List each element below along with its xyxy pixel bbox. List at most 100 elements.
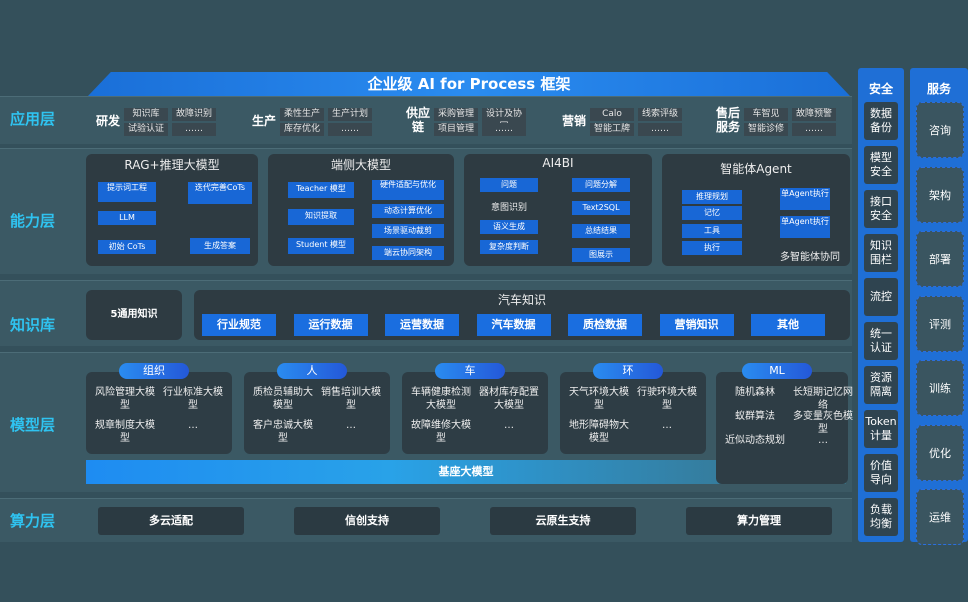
model-item: … xyxy=(188,420,198,431)
model-group-tag: 车 xyxy=(435,363,505,379)
model-item: … xyxy=(818,435,828,446)
model-item: 多变量灰色模型 xyxy=(793,411,853,435)
app-chip: 知识库 xyxy=(124,108,168,121)
box: 提示词工程 xyxy=(98,182,156,202)
edge-card: 端侧大模型 Teacher 模型 知识提取 Student 模型 硬件适配与优化… xyxy=(268,154,454,266)
label: 多智能体协同 xyxy=(780,252,840,263)
ai4bi-card: AI4BI 问题 意图识别 语义生成 复杂度判断 问题分解 Text2SQL 总… xyxy=(464,154,652,266)
box: 知识提取 xyxy=(288,209,354,225)
box: Text2SQL xyxy=(572,201,630,215)
app-chip: 库存优化 xyxy=(280,123,324,136)
service-item: 运维 xyxy=(916,489,964,545)
model-item: 器材库存配置大模型 xyxy=(479,387,539,411)
app-chip: 试验认证 xyxy=(124,123,168,136)
box: 场景驱动裁剪 xyxy=(372,224,444,238)
model-item: 质检员辅助大模型 xyxy=(253,387,313,411)
app-chip: 智能工牌 xyxy=(590,123,634,136)
rag-card: RAG+推理大模型 提示词工程 LLM 初始 CoTs 迭代完善CoTs 生成答… xyxy=(86,154,258,266)
app-chip: 故障预警 xyxy=(792,108,836,121)
column-title: 服务 xyxy=(926,82,951,96)
knowledge-item: 汽车数据 xyxy=(476,314,551,336)
card-title: RAG+推理大模型 xyxy=(124,158,220,172)
box: 记忆 xyxy=(682,206,742,220)
knowledge-item: 运行数据 xyxy=(293,314,368,336)
knowledge-item: 营销知识 xyxy=(659,314,734,336)
compute-item: 云原生支持 xyxy=(490,507,636,535)
model-item: … xyxy=(346,420,356,431)
model-item: 规章制度大模型 xyxy=(95,420,155,444)
service-item: 部署 xyxy=(916,231,964,287)
security-item: 资源隔离 xyxy=(864,366,898,404)
app-domain-label: 售后服务 xyxy=(715,106,740,134)
app-domain-label: 研发 xyxy=(95,114,120,128)
security-item: 模型安全 xyxy=(864,146,898,184)
app-chip: 项目管理 xyxy=(434,123,478,136)
service-item: 评测 xyxy=(916,295,964,352)
knowledge-item: 其他 xyxy=(751,314,825,336)
app-chip: …… xyxy=(482,123,526,136)
app-domain-label: 营销 xyxy=(561,114,586,128)
card-title: 汽车知识 xyxy=(497,293,546,307)
model-item: 近似动态规划 xyxy=(725,435,785,446)
model-item: … xyxy=(504,420,514,431)
model-item: 长短期记忆网络 xyxy=(793,387,853,411)
model-group-card xyxy=(402,372,548,454)
compute-item: 多云适配 xyxy=(98,507,244,535)
box: 推理规划 xyxy=(682,190,742,204)
security-item: 接口安全 xyxy=(864,190,898,228)
box: Student 模型 xyxy=(288,238,354,254)
layer-label-capability: 能力层 xyxy=(10,212,56,230)
app-chip: 线索评级 xyxy=(638,108,682,121)
knowledge-item: 质检数据 xyxy=(568,314,642,336)
security-item: 价值导向 xyxy=(864,454,898,492)
label: 意图识别 xyxy=(490,203,527,213)
knowledge-item: 运营数据 xyxy=(385,314,459,336)
model-item: 行驶环境大模型 xyxy=(637,387,697,411)
compute-item: 算力管理 xyxy=(686,507,832,535)
app-chip: …… xyxy=(638,123,682,136)
app-chip: 生产计划 xyxy=(328,108,372,121)
box: 动态计算优化 xyxy=(372,204,444,218)
model-item: … xyxy=(662,420,672,431)
box: 生成答案 xyxy=(190,238,250,254)
page-title: 企业级 AI for Process 框架 xyxy=(88,72,850,96)
model-item: 蚁群算法 xyxy=(735,411,775,422)
model-item: 地形障碍物大模型 xyxy=(569,420,629,444)
layer-label-compute: 算力层 xyxy=(10,512,56,530)
security-item: Token计量 xyxy=(864,410,898,448)
app-chip: …… xyxy=(328,123,372,136)
model-item: 天气环境大模型 xyxy=(569,387,629,411)
model-item: 行业标准大模型 xyxy=(163,387,223,411)
box: 硬件适配与优化 xyxy=(372,180,444,200)
service-item: 训练 xyxy=(916,360,964,416)
box: LLM xyxy=(98,211,156,225)
model-group-card xyxy=(86,372,232,454)
app-domain-label: 供应链 xyxy=(405,106,430,134)
general-knowledge: 5通用知识 xyxy=(86,290,182,340)
app-chip: 智能诊修 xyxy=(744,123,788,136)
model-item: 风险管理大模型 xyxy=(95,387,155,411)
security-item: 知识围栏 xyxy=(864,234,898,272)
model-item: 故障维修大模型 xyxy=(411,420,471,444)
box: 初始 CoTs xyxy=(98,240,156,254)
box: 复杂度判断 xyxy=(480,240,538,254)
layer-label-model: 模型层 xyxy=(10,416,56,434)
service-item: 架构 xyxy=(916,166,964,223)
box: 语义生成 xyxy=(480,220,538,234)
app-chip: Calo xyxy=(590,108,634,121)
security-item: 数据备份 xyxy=(864,102,898,140)
box: 总结结果 xyxy=(572,224,630,238)
app-chip: 故障识别 xyxy=(172,108,216,121)
model-group-card xyxy=(244,372,390,454)
app-chip: …… xyxy=(172,123,216,136)
box: 单Agent执行 xyxy=(780,216,830,238)
model-item: 销售培训大模型 xyxy=(321,387,381,411)
layer-label-app: 应用层 xyxy=(10,110,56,128)
box: 工具 xyxy=(682,224,742,238)
box: 迭代完善CoTs xyxy=(188,182,252,204)
agent-card: 智能体Agent 推理规划 记忆 工具 执行 单Agent执行 单Agent执行… xyxy=(662,154,850,266)
model-group-card xyxy=(716,372,848,484)
card-title: 端侧大模型 xyxy=(330,158,391,172)
model-item: 客户忠诚大模型 xyxy=(253,420,313,444)
model-item: 车辆健康检测大模型 xyxy=(411,387,471,411)
